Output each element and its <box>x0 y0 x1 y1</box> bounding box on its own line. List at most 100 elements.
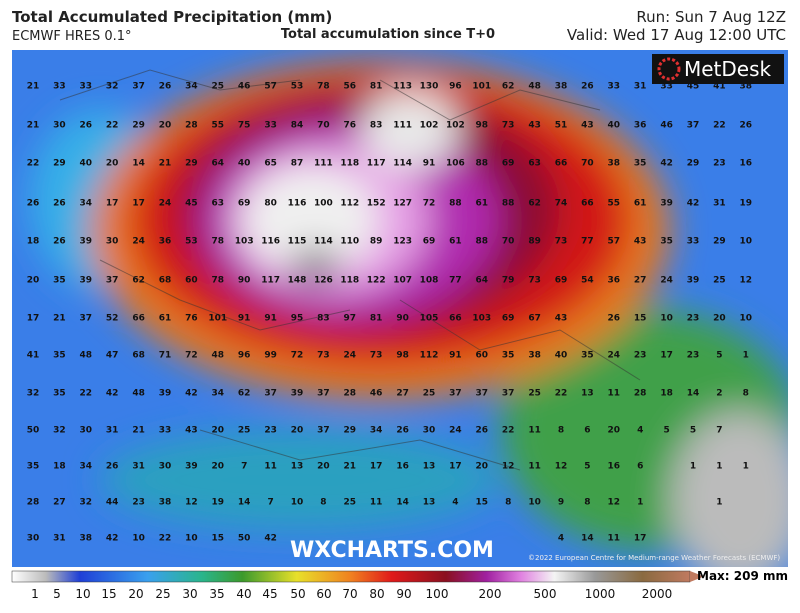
grid-value: 51 <box>555 121 568 131</box>
grid-value: 68 <box>132 351 145 361</box>
grid-value: 26 <box>80 121 93 131</box>
grid-value: 72 <box>291 351 304 361</box>
grid-value: 1 <box>716 498 722 508</box>
grid-value: 39 <box>185 462 198 472</box>
grid-value: 34 <box>80 199 93 209</box>
grid-value: 43 <box>528 121 541 131</box>
grid-value: 35 <box>581 351 594 361</box>
grid-value: 42 <box>687 199 700 209</box>
grid-value: 95 <box>291 314 304 324</box>
grid-value: 77 <box>581 237 594 247</box>
grid-value: 30 <box>27 534 40 544</box>
grid-value: 102 <box>420 121 439 131</box>
grid-value: 10 <box>132 534 145 544</box>
grid-value: 148 <box>288 276 307 286</box>
grid-value: 80 <box>264 199 277 209</box>
grid-value: 26 <box>159 82 172 92</box>
grid-value: 35 <box>53 351 66 361</box>
grid-value: 96 <box>449 82 462 92</box>
grid-value: 14 <box>581 534 594 544</box>
model: ECMWF HRES 0.1° <box>12 29 132 44</box>
grid-value: 39 <box>80 276 93 286</box>
grid-value: 38 <box>528 351 541 361</box>
colorbar-label: 15 <box>101 587 116 601</box>
grid-value: 33 <box>687 237 700 247</box>
grid-value: 78 <box>212 237 225 247</box>
grid-value: 39 <box>687 276 700 286</box>
colorbar-label: 80 <box>369 587 384 601</box>
grid-value: 33 <box>159 426 172 436</box>
grid-value: 66 <box>581 199 594 209</box>
grid-value: 4 <box>452 498 458 508</box>
grid-value: 10 <box>660 314 673 324</box>
grid-value: 22 <box>80 389 93 399</box>
grid-value: 24 <box>608 351 621 361</box>
grid-value: 118 <box>340 276 359 286</box>
grid-value: 35 <box>634 159 647 169</box>
grid-value: 17 <box>370 462 383 472</box>
grid-value: 20 <box>713 314 726 324</box>
grid-value: 106 <box>446 159 465 169</box>
grid-value: 112 <box>340 199 359 209</box>
grid-value: 29 <box>132 121 145 131</box>
grid-value: 103 <box>472 314 491 324</box>
grid-value: 5 <box>716 351 722 361</box>
grid-value: 14 <box>396 498 409 508</box>
grid-value: 89 <box>528 237 541 247</box>
logo-icon <box>657 57 681 81</box>
grid-value: 1 <box>716 462 722 472</box>
grid-value: 27 <box>396 389 409 399</box>
grid-value: 12 <box>502 462 515 472</box>
colorbar-label: 20 <box>128 587 143 601</box>
grid-value: 90 <box>396 314 409 324</box>
grid-value: 53 <box>185 237 198 247</box>
grid-value: 110 <box>340 237 359 247</box>
grid-value: 101 <box>472 82 491 92</box>
grid-value: 1 <box>637 498 643 508</box>
grid-value: 7 <box>716 426 722 436</box>
grid-value: 31 <box>634 82 647 92</box>
grid-value: 31 <box>132 462 145 472</box>
grid-value: 37 <box>106 276 119 286</box>
grid-value: 62 <box>132 276 145 286</box>
grid-value: 42 <box>660 159 673 169</box>
grid-value: 24 <box>132 237 145 247</box>
grid-value: 28 <box>634 389 647 399</box>
grid-value: 79 <box>502 276 515 286</box>
grid-value: 5 <box>690 426 696 436</box>
grid-value: 88 <box>502 199 515 209</box>
grid-value: 52 <box>106 314 119 324</box>
grid-value: 18 <box>53 462 66 472</box>
grid-value: 50 <box>238 534 251 544</box>
grid-value: 42 <box>264 534 277 544</box>
grid-value: 21 <box>344 462 357 472</box>
grid-value: 8 <box>558 426 564 436</box>
colorbar-label: 1 <box>31 587 39 601</box>
grid-value: 15 <box>212 534 225 544</box>
grid-value: 30 <box>53 121 66 131</box>
grid-value: 11 <box>608 389 621 399</box>
grid-value: 114 <box>393 159 412 169</box>
grid-value: 26 <box>608 314 621 324</box>
valid: Valid: Wed 17 Aug 12:00 UTC <box>567 26 786 44</box>
grid-value: 9 <box>558 498 564 508</box>
grid-value: 29 <box>687 159 700 169</box>
grid-value: 7 <box>267 498 273 508</box>
grid-value: 76 <box>185 314 198 324</box>
precip-field <box>12 50 788 567</box>
grid-value: 78 <box>212 276 225 286</box>
grid-value: 37 <box>317 389 330 399</box>
colorbar-label: 60 <box>316 587 331 601</box>
grid-value: 37 <box>476 389 489 399</box>
grid-value: 43 <box>634 237 647 247</box>
grid-value: 77 <box>449 276 462 286</box>
grid-value: 32 <box>53 426 66 436</box>
grid-value: 115 <box>288 237 307 247</box>
grid-value: 26 <box>740 121 753 131</box>
grid-value: 27 <box>53 498 66 508</box>
grid-value: 25 <box>212 82 225 92</box>
grid-value: 25 <box>423 389 436 399</box>
grid-value: 43 <box>185 426 198 436</box>
grid-value: 69 <box>555 276 568 286</box>
grid-value: 57 <box>264 82 277 92</box>
